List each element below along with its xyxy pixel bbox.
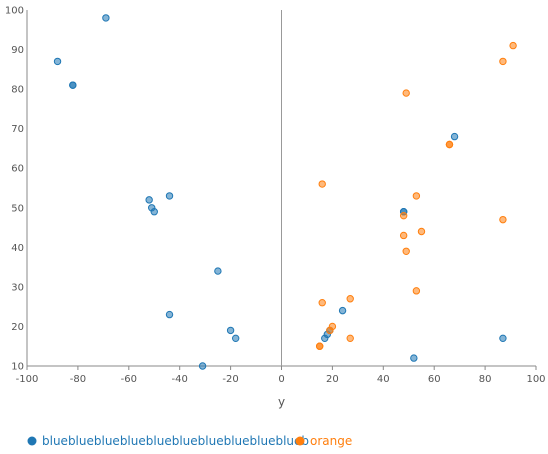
x-tick-label: -60: [121, 374, 137, 385]
legend-label: orange: [310, 434, 352, 448]
x-tick-label: 100: [526, 374, 545, 385]
blue-point: [450, 132, 459, 141]
blue-point: [214, 267, 222, 275]
orange-point: [499, 215, 507, 224]
x-tick-label: -100: [16, 374, 39, 385]
y-tick-label: 20: [11, 322, 24, 333]
x-tick-label: -80: [70, 374, 86, 385]
legend-marker: [27, 436, 37, 446]
orange-point: [326, 326, 334, 335]
blue-point: [69, 81, 77, 89]
blue-point: [102, 14, 110, 22]
y-tick-label: 70: [11, 124, 24, 135]
legend-marker: [295, 436, 305, 446]
orange-point: [412, 192, 421, 200]
plot-frame: [26, 10, 536, 367]
x-tick-label: 80: [479, 374, 492, 385]
y-tick-label: 80: [11, 85, 24, 96]
orange-point: [509, 41, 517, 50]
orange-point: [412, 287, 421, 295]
blue-point: [226, 326, 235, 335]
y-tick-label: 30: [11, 282, 24, 293]
y-tick-label: 40: [11, 243, 24, 254]
x-axis-title: y: [278, 395, 285, 409]
x-tick-label: -20: [222, 374, 238, 385]
orange-point: [402, 89, 410, 97]
orange-point: [346, 295, 354, 303]
data-points: [53, 14, 517, 370]
blue-point: [53, 57, 62, 66]
x-tick-label: 40: [377, 374, 390, 385]
y-tick-label: 100: [5, 6, 24, 17]
blue-point: [145, 196, 153, 204]
orange-point: [499, 57, 507, 66]
y-tick-label: 60: [11, 164, 24, 175]
orange-point: [315, 342, 324, 350]
y-tick-label: 10: [11, 362, 24, 373]
blue-point: [165, 192, 174, 200]
y-axis-ticks: 10 20 30 40 50 60 70 80 90 100: [5, 6, 24, 373]
blue-point: [165, 310, 174, 319]
y-tick-label: 50: [11, 203, 24, 214]
x-tick-label: -40: [172, 374, 188, 385]
x-tick-label: 0: [278, 374, 284, 385]
orange-point: [402, 247, 410, 255]
x-axis-ticks: -100 -80 -60 -40 -20 0 20 40 60 80 100: [16, 366, 546, 385]
orange-point: [417, 227, 426, 236]
blue-point: [150, 208, 158, 216]
blue-point: [499, 334, 507, 343]
orange-point: [445, 140, 454, 149]
blue-point: [321, 334, 329, 343]
legend: blueblueblueblueblueblueblueblueblueblue…: [27, 434, 352, 448]
blue-point: [198, 362, 207, 370]
orange-point: [318, 180, 326, 188]
x-tick-label: 20: [326, 374, 339, 385]
orange-point: [318, 299, 326, 307]
y-tick-label: 90: [11, 45, 24, 56]
orange-point: [399, 211, 408, 220]
blue-point: [338, 306, 347, 315]
orange-point: [346, 334, 354, 343]
orange-point: [399, 231, 408, 240]
blue-point: [231, 334, 240, 343]
legend-label: blueblueblueblueblueblueblueblueblueblue…: [42, 434, 309, 448]
blue-point: [410, 354, 418, 362]
x-tick-label: 60: [428, 374, 441, 385]
